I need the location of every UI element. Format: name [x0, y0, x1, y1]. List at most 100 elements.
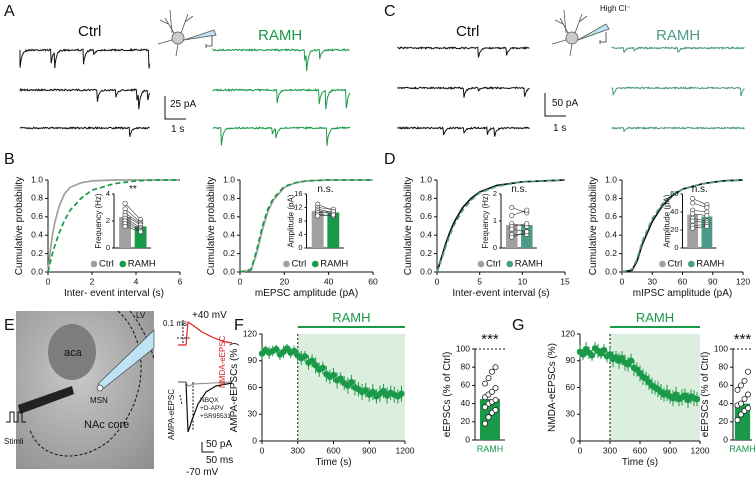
- cell-point: [489, 368, 495, 375]
- data-point: [362, 386, 369, 394]
- trace: [212, 126, 351, 146]
- pair-line: [124, 223, 141, 231]
- cell-point: [509, 205, 515, 211]
- y-tick-label: 0.8: [420, 193, 432, 203]
- cell-point: [509, 226, 515, 232]
- x-tick-label: 0: [435, 276, 440, 286]
- pair-line: [124, 203, 141, 220]
- inset-bar: [311, 210, 324, 248]
- data-point: [319, 364, 326, 372]
- data-point: [693, 395, 701, 403]
- y-tick-label: 0.2: [605, 248, 617, 258]
- data-point: [579, 351, 587, 358]
- x-axis-label: Time (s): [622, 457, 658, 468]
- y-tick-label: 90: [248, 355, 258, 365]
- x-tick-label: 300: [603, 445, 617, 455]
- data-point: [290, 347, 298, 355]
- y-tick-label: 60: [566, 382, 576, 392]
- aca-region: [48, 324, 96, 380]
- scale-label: 50 pA: [552, 98, 578, 109]
- y-axis-label: Cumulative probability: [206, 177, 217, 275]
- x-tick-label: 30: [648, 276, 658, 286]
- x-tick-label: 4: [134, 276, 139, 286]
- y-tick-label: 0.4: [605, 229, 617, 239]
- cell-point: [485, 375, 492, 382]
- y-tick-label: 60: [719, 380, 729, 390]
- cell-label: MSN: [90, 396, 108, 405]
- region-label: aca: [64, 347, 83, 359]
- x-axis-label: Inter- event interval (s): [64, 288, 164, 299]
- panel-label: A: [4, 3, 15, 20]
- x-tick-label: 600: [326, 445, 340, 455]
- pair-line: [317, 203, 334, 212]
- data-point: [348, 378, 355, 386]
- marker: [179, 382, 194, 430]
- x-tick-label: 900: [663, 445, 677, 455]
- y-tick-label: 0.6: [223, 211, 235, 221]
- y-tick-label: 40: [719, 398, 729, 408]
- cell-point: [509, 213, 515, 219]
- pair-line: [317, 207, 334, 210]
- drug-label: +D-APV: [200, 405, 224, 412]
- significance: **: [129, 184, 137, 195]
- y-tick-label: 60: [461, 380, 471, 390]
- trace: [397, 86, 530, 98]
- y-tick-label: 60: [248, 382, 258, 392]
- y-tick-label: 100: [456, 343, 470, 353]
- y-tick-label: 0.6: [31, 211, 43, 221]
- y-tick-label: 120: [561, 328, 575, 338]
- x-tick-label: 600: [633, 445, 647, 455]
- trace: [19, 48, 151, 69]
- cdf-line: [47, 179, 180, 273]
- cell-point: [745, 405, 751, 412]
- x-tick-label: 1200: [691, 445, 710, 455]
- region-label: NAc core: [84, 419, 129, 431]
- cdf-line: [621, 179, 744, 273]
- x-tick-label: 5: [477, 276, 482, 286]
- y-tick-label: 0.0: [605, 266, 617, 276]
- x-tick-label: 900: [362, 445, 376, 455]
- y-tick-label: 30: [566, 409, 576, 419]
- inset-y-tick-label: 1: [493, 216, 497, 225]
- y-tick-label: 0.4: [31, 229, 43, 239]
- region-outline: [29, 310, 142, 457]
- cell-point: [509, 234, 515, 240]
- cell-point: [138, 229, 144, 235]
- y-tick-label: 0.0: [420, 266, 432, 276]
- cell-point: [524, 221, 530, 227]
- y-axis-label: NMDA-eEPSCs (%): [547, 343, 558, 432]
- holding-label: +40 mV: [192, 310, 227, 321]
- y-tick-label: 0: [723, 434, 728, 444]
- x-axis-label: mIPSC amplitude (pA): [633, 288, 732, 299]
- legend-marker: [119, 260, 127, 268]
- condition-label: Ctrl: [78, 23, 101, 40]
- pair-line: [511, 223, 527, 227]
- scale-bar: [201, 442, 214, 453]
- stim-icon: [6, 411, 26, 423]
- panel-label: F: [234, 317, 244, 334]
- msn-cell: [96, 384, 104, 392]
- pair-line: [692, 198, 708, 206]
- y-axis-label: Cumulative probability: [588, 177, 599, 275]
- legend-label: RAMH: [320, 259, 348, 270]
- condition-note: High Cl⁻: [600, 4, 630, 13]
- trace: [178, 320, 233, 346]
- x-tick-label: 6: [178, 276, 183, 286]
- stim-label: Stimli: [4, 437, 24, 446]
- inset-y-tick-label: 8: [298, 216, 302, 225]
- pair-line: [511, 207, 527, 214]
- legend-label: Ctrl: [668, 259, 683, 270]
- x-tick-label: RAMH: [729, 444, 755, 454]
- inset-y-tick-label: 4: [106, 189, 110, 198]
- condition-label: RAMH: [656, 27, 700, 44]
- trace: [212, 47, 350, 72]
- y-axis-label: eEPSCs (% of Ctrl): [442, 352, 453, 438]
- condition-label: RAMH: [258, 27, 302, 44]
- cell-point: [741, 396, 748, 402]
- inset-y-tick-label: 0: [493, 243, 497, 252]
- significance: n.s.: [511, 184, 527, 195]
- inset-bar: [701, 216, 713, 248]
- y-axis-label: Cumulative probability: [14, 177, 25, 275]
- data-point: [283, 345, 291, 352]
- cell-point: [524, 207, 530, 213]
